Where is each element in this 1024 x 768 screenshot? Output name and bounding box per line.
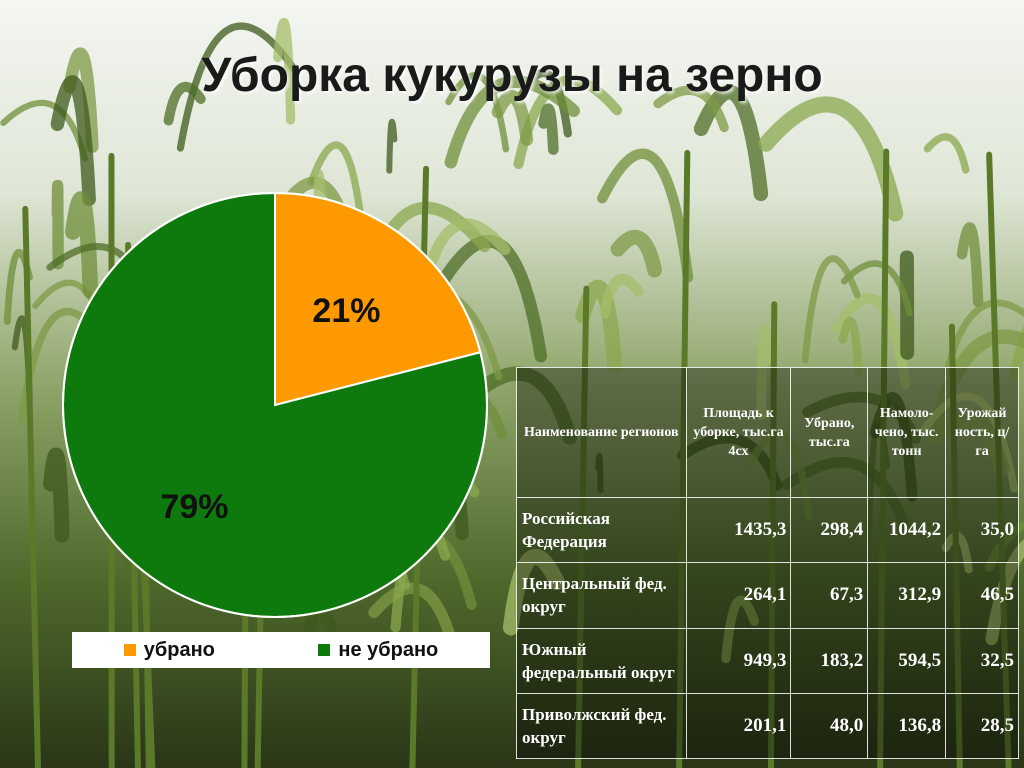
corn-stalk <box>22 205 41 768</box>
legend-label-not-harvested: не убрано <box>338 638 439 661</box>
pie-label-not-harvested: 79% <box>160 488 228 526</box>
corn-leaf <box>653 85 729 133</box>
legend-swatch-not-harvested <box>318 644 331 656</box>
table-cell-harvested: 183,2 <box>790 627 869 694</box>
corn-leaf <box>445 72 510 153</box>
table-cell-region: Южный федеральный округ <box>516 627 687 694</box>
corn-leaf <box>801 255 861 364</box>
corn-leaf <box>491 90 534 146</box>
harvest-table: Наименование регионов Площадь к уборке, … <box>516 367 1019 760</box>
corn-leaf <box>273 18 296 125</box>
table-cell-yield: 28,5 <box>945 692 1019 760</box>
corn-leaf <box>63 47 99 153</box>
table-cell-yield: 35,0 <box>945 496 1019 564</box>
table-cell-threshed: 136,8 <box>867 692 947 760</box>
table-row: Приволжский фед. округ 201,1 48,0 136,8 … <box>516 692 1019 760</box>
table-cell-region: Центральный фед. округ <box>516 562 687 629</box>
table-cell-yield: 46,5 <box>945 562 1019 629</box>
table-cell-threshed: 1044,2 <box>867 496 947 564</box>
table-cell-yield: 32,5 <box>945 627 1019 694</box>
table-cell-harvested: 67,3 <box>790 562 869 629</box>
corn-leaf <box>610 230 662 278</box>
legend-item-not-harvested: не убрано <box>318 639 438 662</box>
corn-leaf <box>65 191 99 299</box>
legend-label-harvested: убрано <box>143 638 215 661</box>
table-cell-region: Российская Федерация <box>516 496 687 564</box>
table-row: Российская Федерация 1435,3 298,4 1044,2… <box>516 496 1019 564</box>
header-yield: Урожай ность, ц/га <box>945 367 1019 498</box>
page-title: Уборка кукурузы на зерно <box>201 49 823 102</box>
table-cell-area: 264,1 <box>685 562 792 629</box>
header-area: Площадь к уборке, тыс.га 4сх <box>685 367 792 498</box>
corn-leaf <box>163 82 206 126</box>
harvest-table-container: Наименование регионов Площадь к уборке, … <box>516 367 1019 760</box>
table-cell-area: 201,1 <box>685 692 792 760</box>
table-row: Южный федеральный округ 949,3 183,2 594,… <box>516 627 1019 694</box>
corn-leaf <box>444 75 580 169</box>
legend-item-harvested: убрано <box>123 638 215 662</box>
pie-outline <box>62 192 488 618</box>
corn-leaf <box>899 250 915 360</box>
table-cell-threshed: 594,5 <box>867 627 947 694</box>
legend-swatch-harvested <box>123 644 136 656</box>
table-cell-area: 1435,3 <box>685 496 792 564</box>
table-cell-area: 949,3 <box>685 627 792 694</box>
corn-leaf <box>538 103 559 155</box>
corn-leaf <box>831 293 911 389</box>
legend: убрано не убрано <box>72 632 490 668</box>
table-cell-harvested: 48,0 <box>790 692 869 760</box>
pie-chart: 21% 79% <box>62 191 488 618</box>
table-header-row: Наименование регионов Площадь к уборке, … <box>516 367 1019 498</box>
table-row: Центральный фед. округ 264,1 67,3 312,9 … <box>516 562 1019 629</box>
corn-leaf <box>597 148 694 283</box>
pie-label-harvested: 21% <box>312 292 380 330</box>
header-threshed: Намоло-чено, тыс. тонн <box>867 367 947 498</box>
corn-leaf <box>386 118 398 174</box>
header-region: Наименование регионов <box>516 367 687 498</box>
table-cell-threshed: 312,9 <box>867 562 947 629</box>
header-harvested: Убрано, тыс.га <box>790 367 869 498</box>
table-cell-region: Приволжский фед. округ <box>516 692 687 760</box>
corn-leaf <box>956 222 984 308</box>
corn-leaf <box>50 75 96 206</box>
corn-leaf <box>923 133 970 174</box>
corn-leaf <box>838 316 863 377</box>
corn-leaf <box>599 273 644 319</box>
corn-leaf <box>43 447 70 543</box>
corn-leaf <box>51 179 64 270</box>
table-cell-harvested: 298,4 <box>790 496 869 564</box>
